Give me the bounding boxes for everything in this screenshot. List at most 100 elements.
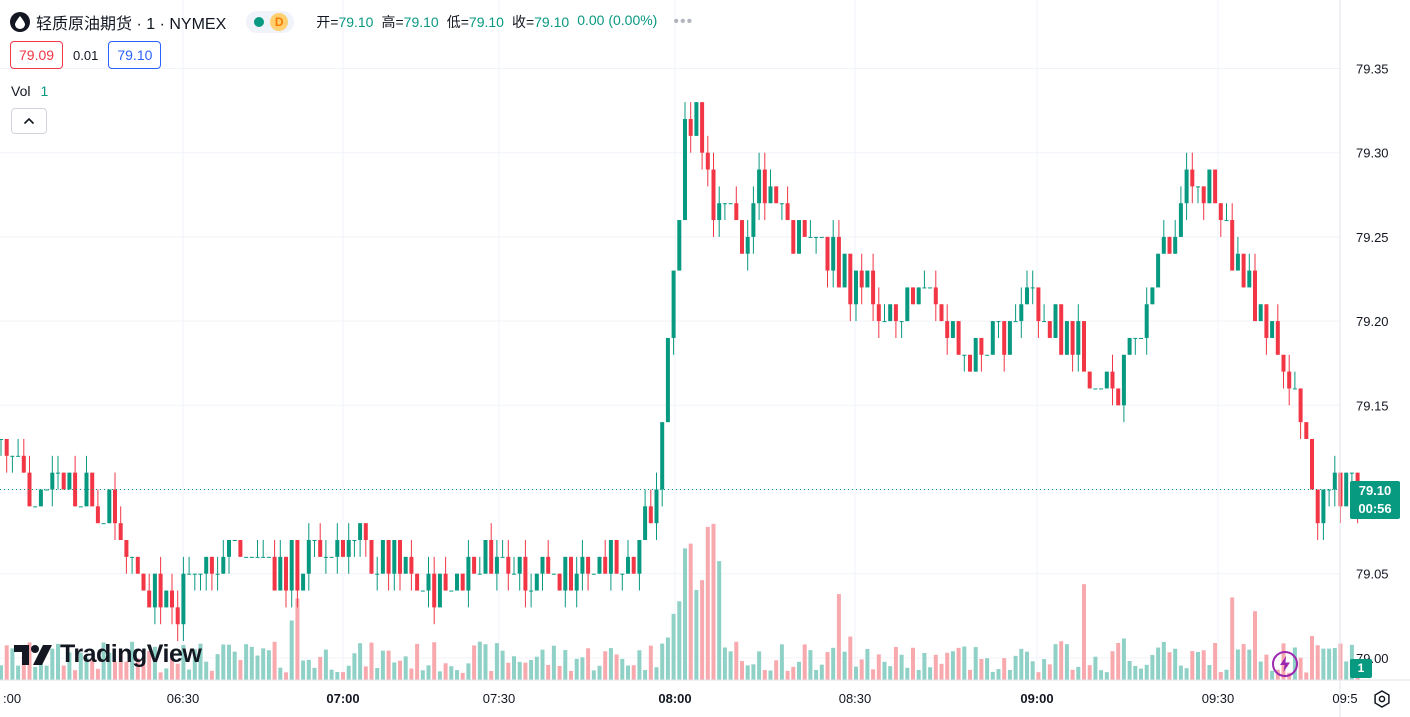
volume-bar (38, 664, 43, 680)
chart-grid (0, 0, 1340, 680)
time-scale[interactable]: :00 06:30 07:00 07:30 08:00 08:30 09:00 09:30 09… (3, 691, 1358, 706)
volume-bar (740, 661, 744, 680)
candle-body (95, 506, 100, 524)
volume-bar (1298, 657, 1303, 680)
candle-body (0, 438, 3, 440)
volume-bar (551, 645, 556, 680)
settings-icon[interactable] (1371, 688, 1393, 710)
volume-bar (164, 668, 169, 680)
volume-bar (215, 654, 220, 680)
candle-body (688, 119, 693, 136)
candle-body (865, 270, 870, 288)
candle-body (848, 253, 853, 305)
volume-bar (386, 650, 391, 680)
volume-bar (1173, 648, 1178, 680)
volume-bar (272, 641, 277, 680)
ohlc-values: 开=79.10 高=79.10 低=79.10 收=79.10 0.00 (0.… (316, 12, 657, 32)
volume-bar (529, 660, 534, 680)
volume-bar (580, 657, 585, 680)
candle-body (1332, 472, 1337, 490)
candle-body (455, 573, 459, 591)
candle-body (654, 489, 659, 524)
volume-bar (1184, 668, 1189, 680)
candle-body (711, 169, 716, 221)
candle-body (1315, 489, 1320, 524)
flash-icon[interactable] (1272, 651, 1298, 677)
more-options-icon[interactable]: ••• (673, 13, 694, 30)
candle-body (643, 506, 648, 541)
candle-body (1190, 169, 1195, 187)
volume-bar (608, 648, 613, 680)
candle-body (876, 304, 881, 322)
volume-bar (911, 647, 915, 680)
volume-bar (876, 654, 881, 680)
candle-body (1344, 472, 1349, 507)
collapse-legend-button[interactable] (11, 108, 47, 134)
bid-price-button[interactable]: 79.09 (10, 41, 64, 69)
candle-body (4, 438, 9, 456)
volume-bar (170, 657, 174, 680)
volume-bar (939, 663, 944, 680)
time-tick-label: 07:00 (326, 691, 359, 706)
volume-bar (107, 652, 112, 680)
volume-bar (113, 661, 117, 680)
volume-bar (50, 648, 55, 680)
candle-body (198, 573, 203, 575)
symbol-title[interactable]: 轻质原油期货 · 1 · NYMEX (36, 16, 227, 33)
candle-body (1264, 304, 1269, 338)
candle-body (1207, 169, 1212, 204)
volume-bar (1110, 651, 1115, 680)
candle-body (762, 169, 767, 204)
candle-body (477, 573, 482, 575)
candle-body (73, 472, 78, 507)
candle-body (945, 321, 950, 338)
chevron-up-icon (23, 117, 35, 125)
candle-body (1047, 321, 1052, 338)
volume-bar (722, 647, 727, 680)
candle-body (50, 472, 55, 490)
candle-body (187, 573, 192, 575)
ohlc-change: 0.00 (0.00%) (577, 12, 658, 28)
volume-bar (1258, 661, 1263, 680)
volume-bar (27, 642, 32, 680)
candle-body (67, 472, 72, 490)
candle-body (346, 540, 351, 557)
candle-body (529, 590, 534, 592)
volume-bar (700, 580, 705, 680)
volume-bar (61, 665, 66, 680)
price-tick-label: 79.05 (1356, 567, 1389, 582)
candle-body (928, 287, 933, 289)
volume-bar (1321, 648, 1326, 680)
candle-body (911, 287, 915, 305)
volume-bar (546, 664, 551, 680)
candle-body (1127, 337, 1132, 355)
candle-body (432, 573, 437, 608)
volume-bar (346, 665, 351, 680)
volume-bar (192, 649, 197, 680)
volume-bar (694, 589, 699, 680)
volume-bar (597, 665, 602, 680)
candle-body (249, 556, 254, 558)
candle-body (1121, 354, 1126, 406)
candle-body (1321, 489, 1326, 524)
volume-bar (1213, 643, 1218, 680)
candle-body (244, 556, 249, 558)
volume-bar (21, 657, 26, 680)
candle-body (933, 287, 938, 305)
volume-bar (1207, 665, 1212, 680)
volume-bar (1030, 661, 1035, 680)
volume-bar (101, 642, 106, 680)
tradingview-logo[interactable]: TradingView (14, 640, 202, 669)
candle-body (700, 102, 705, 153)
volume-bar (420, 670, 425, 680)
volume-bar (415, 643, 420, 680)
volume-bar (512, 656, 516, 680)
volume-bar (483, 644, 488, 680)
volume-bar (392, 662, 397, 680)
market-status[interactable]: D (246, 11, 295, 33)
volume-bar (443, 663, 448, 680)
ask-price-button[interactable]: 79.10 (108, 41, 162, 69)
candle-body (215, 573, 220, 575)
